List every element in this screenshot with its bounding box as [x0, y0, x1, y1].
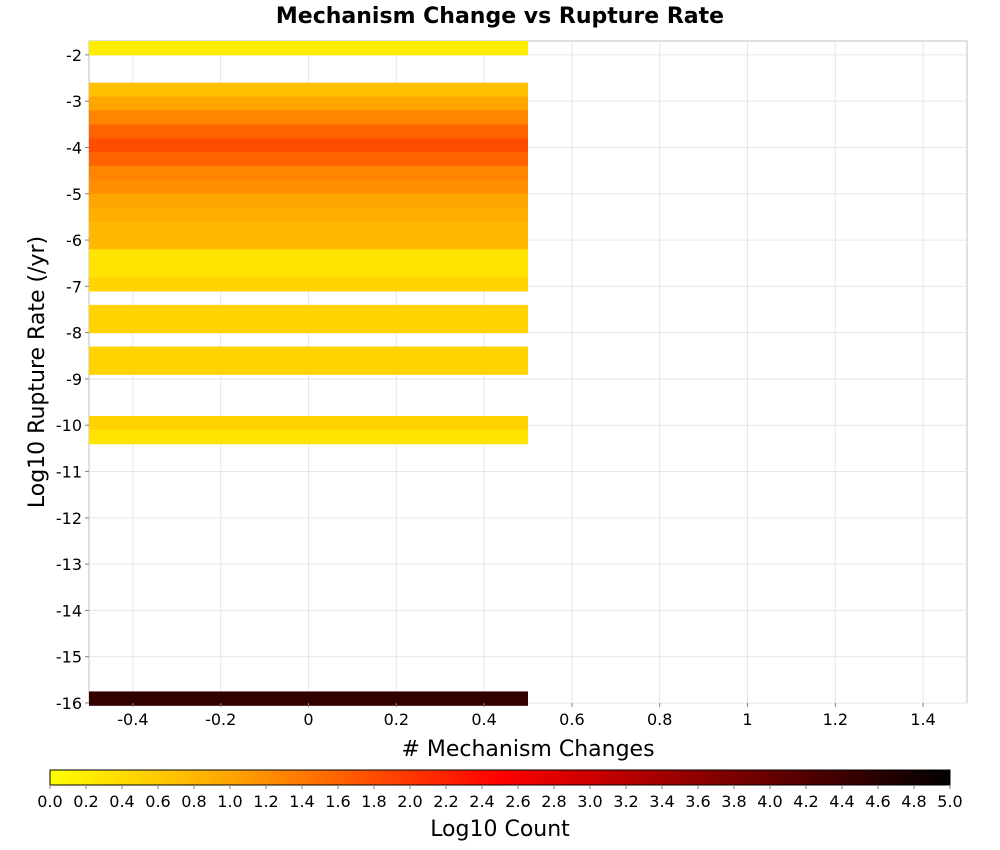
- colorbar-tick-label: 0.2: [73, 792, 98, 811]
- x-tick-label: 0.6: [559, 710, 584, 729]
- colorbar-label: Log10 Count: [430, 817, 570, 842]
- y-axis-label: Log10 Rupture Rate (/yr): [25, 236, 50, 508]
- x-tick-label: 0.4: [471, 710, 496, 729]
- y-axis-ticks: -2 -3 -4 -5 -6 -7 -8 -9 -10 -11 -12 -13 -14 -15 -16: [56, 46, 89, 713]
- heatmap-cell: [89, 221, 528, 236]
- y-tick-label: -2: [66, 46, 82, 65]
- colorbar-tick-label: 1.8: [361, 792, 386, 811]
- colorbar-tick-label: 0.0: [37, 792, 62, 811]
- colorbar-tick-label: 1.4: [289, 792, 314, 811]
- colorbar-tick-label: 2.8: [541, 792, 566, 811]
- y-tick-label: -10: [56, 416, 82, 435]
- x-tick-label: 0.8: [647, 710, 672, 729]
- colorbar-tick-label: 5.0: [937, 792, 962, 811]
- x-tick-label: -0.2: [205, 710, 236, 729]
- y-tick-label: -11: [56, 463, 82, 482]
- colorbar-tick-label: 4.2: [793, 792, 818, 811]
- heatmap-cell: [89, 691, 528, 706]
- y-tick-label: -4: [66, 138, 82, 157]
- colorbar-tick-label: 2.4: [469, 792, 494, 811]
- x-axis-label: # Mechanism Changes: [401, 737, 654, 762]
- colorbar-tick-label: 1.6: [325, 792, 350, 811]
- heatmap-cell: [89, 360, 528, 375]
- colorbar-tick-label: 4.6: [865, 792, 890, 811]
- x-tick-label: 1.4: [910, 710, 935, 729]
- colorbar-tick-label: 3.6: [685, 792, 710, 811]
- x-tick-label: 1.2: [823, 710, 848, 729]
- x-tick-label: 0: [303, 710, 313, 729]
- heatmap-cells: [89, 41, 528, 706]
- colorbar: [49, 769, 951, 786]
- colorbar-tick-label: 2.0: [397, 792, 422, 811]
- heatmap-cell: [89, 207, 528, 223]
- colorbar-tick-label: 1.2: [253, 792, 278, 811]
- y-tick-label: -5: [66, 185, 82, 204]
- colorbar-tick-label: 0.4: [109, 792, 134, 811]
- colorbar-tick-label: 2.2: [433, 792, 458, 811]
- heatmap-cell: [89, 304, 528, 320]
- colorbar-tick-label: 3.0: [577, 792, 602, 811]
- heatmap-cell: [89, 318, 528, 334]
- colorbar-tick-label: 3.4: [649, 792, 674, 811]
- colorbar-tick-label: 4.8: [901, 792, 926, 811]
- colorbar-tick-label: 1.0: [217, 792, 242, 811]
- y-tick-label: -3: [66, 92, 82, 111]
- heatmap-cell: [89, 165, 528, 181]
- heatmap-cell: [89, 179, 528, 195]
- colorbar-tick-label: 3.2: [613, 792, 638, 811]
- x-tick-label: -0.4: [117, 710, 148, 729]
- x-axis-ticks: -0.4 -0.2 0 0.2 0.4 0.6 0.8 1 1.2 1.4: [117, 703, 936, 729]
- x-tick-label: 0.2: [384, 710, 409, 729]
- heatmap-cell: [89, 152, 528, 167]
- heatmap-cell: [89, 346, 528, 361]
- heatmap-cell: [89, 263, 528, 278]
- heatmap-cell: [89, 41, 528, 56]
- heatmap-cell: [89, 138, 528, 153]
- y-tick-label: -16: [56, 694, 82, 713]
- y-tick-label: -7: [66, 277, 82, 296]
- colorbar-tick-label: 2.6: [505, 792, 530, 811]
- chart-title: Mechanism Change vs Rupture Rate: [276, 4, 724, 29]
- colorbar-ticks: 0.0 0.2 0.4 0.6 0.8 1.0 1.2 1.4 1.6 1.8 2.0 2.2 2.4 2…: [37, 785, 963, 811]
- colorbar-tick-label: 4.4: [829, 792, 854, 811]
- heatmap-cell: [89, 429, 528, 445]
- y-tick-label: -8: [66, 324, 82, 343]
- heatmap-cell: [89, 124, 528, 139]
- colorbar-tick-label: 3.8: [721, 792, 746, 811]
- colorbar-tick-label: 0.6: [145, 792, 170, 811]
- x-tick-label: 1: [742, 710, 752, 729]
- y-tick-label: -14: [56, 601, 82, 620]
- y-tick-label: -15: [56, 648, 82, 667]
- heatmap-cell: [89, 110, 528, 125]
- y-tick-label: -12: [56, 509, 82, 528]
- heatmap-cell: [89, 193, 528, 209]
- y-tick-label: -6: [66, 231, 82, 250]
- heatmap-cell: [89, 249, 528, 264]
- heatmap-cell: [89, 415, 528, 431]
- y-tick-label: -13: [56, 555, 82, 574]
- heatmap-cell: [89, 82, 528, 98]
- colorbar-tick-label: 0.8: [181, 792, 206, 811]
- y-tick-label: -9: [66, 370, 82, 389]
- colorbar-tick-label: 4.0: [757, 792, 782, 811]
- heatmap-cell: [89, 235, 528, 250]
- heatmap-cell: [89, 96, 528, 111]
- heatmap-cell: [89, 277, 528, 292]
